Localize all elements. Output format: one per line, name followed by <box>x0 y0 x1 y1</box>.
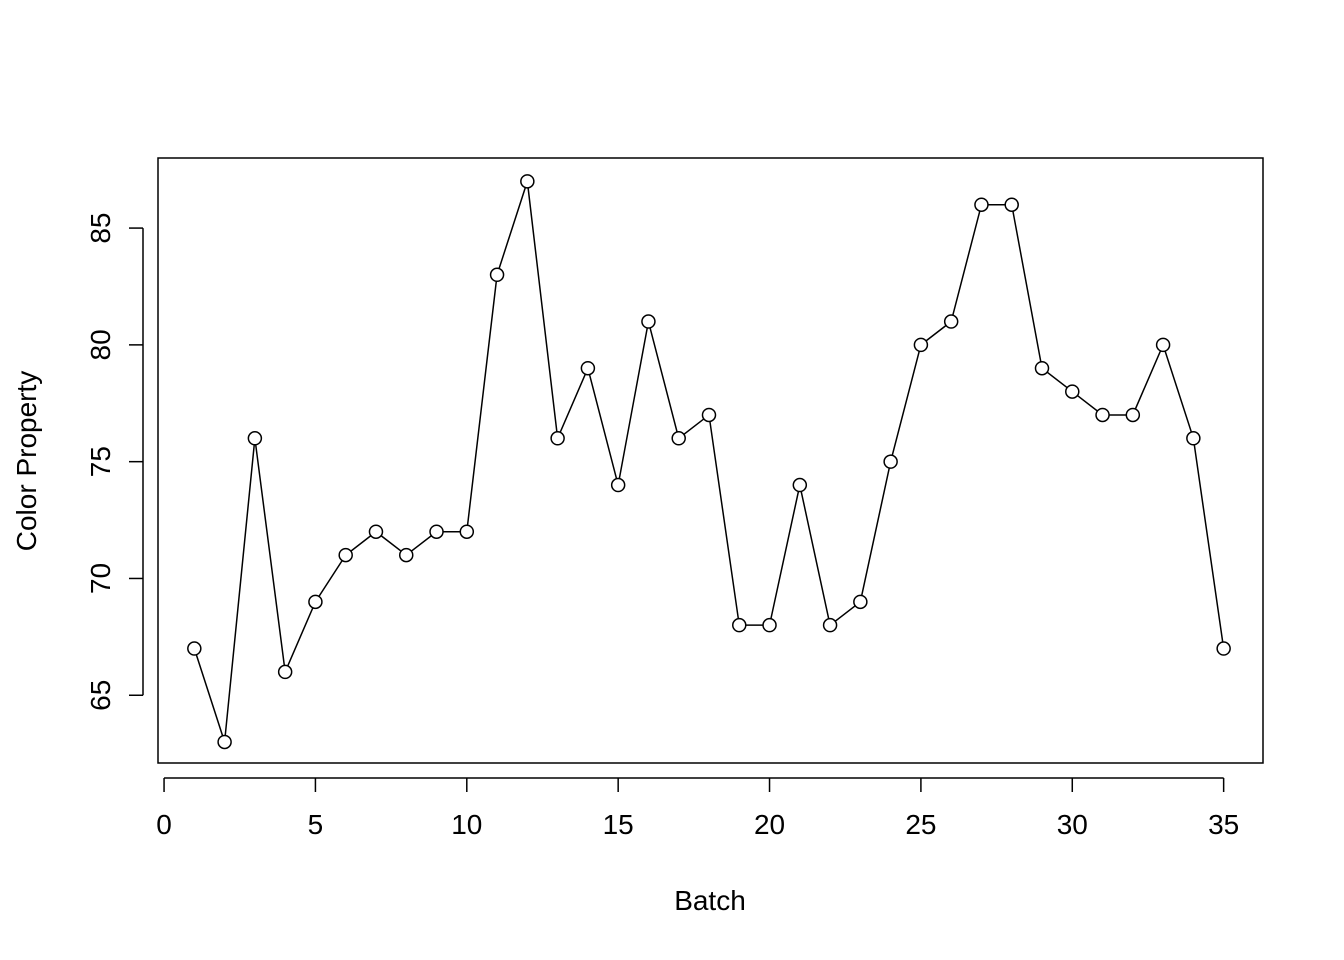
data-point <box>217 734 232 750</box>
data-point <box>792 477 808 493</box>
data-point <box>641 314 656 329</box>
x-tick-label: 25 <box>905 809 936 840</box>
data-point <box>398 547 414 563</box>
data-point <box>913 337 929 353</box>
x-tick-label: 10 <box>451 809 482 840</box>
y-axis-label: Color Property <box>11 371 42 552</box>
data-point <box>338 547 353 563</box>
x-tick-label: 0 <box>156 809 172 840</box>
plot-frame <box>157 157 1264 764</box>
data-point <box>277 664 293 680</box>
data-point <box>853 594 868 610</box>
data-point <box>1004 197 1019 212</box>
data-point <box>247 431 263 446</box>
data-point <box>459 524 475 539</box>
x-tick-label: 20 <box>754 809 785 840</box>
data-point <box>610 477 626 493</box>
x-tick-label: 30 <box>1057 809 1088 840</box>
x-tick-label: 15 <box>603 809 634 840</box>
y-tick-label: 75 <box>85 446 116 477</box>
data-point <box>762 617 777 633</box>
y-axis: 65 70 75 80 85 <box>85 212 144 711</box>
y-tick-label: 85 <box>85 212 116 243</box>
data-point <box>489 267 505 283</box>
series-line <box>193 181 1225 743</box>
data-point <box>732 617 747 633</box>
data-point <box>187 641 202 656</box>
data-point <box>429 524 444 539</box>
data-point <box>1125 407 1141 423</box>
data-point <box>943 314 959 329</box>
data-point <box>822 617 838 633</box>
y-tick-label: 80 <box>85 329 116 360</box>
x-tick-label: 35 <box>1208 809 1239 840</box>
data-point <box>1186 431 1201 446</box>
data-point <box>308 594 323 610</box>
data-point <box>1065 384 1080 399</box>
data-points <box>187 174 1231 750</box>
y-tick-label: 65 <box>85 680 116 711</box>
data-point <box>671 431 686 446</box>
data-point <box>1095 407 1110 423</box>
data-point <box>368 524 384 539</box>
data-point <box>550 431 565 446</box>
data-point <box>701 407 717 423</box>
data-point <box>1155 337 1171 353</box>
y-tick-label: 70 <box>85 563 116 594</box>
x-axis-label: Batch <box>674 885 746 916</box>
data-point <box>1216 641 1231 656</box>
x-tick-label: 5 <box>308 809 324 840</box>
x-axis: 0 5 10 15 20 25 30 35 <box>156 777 1239 840</box>
data-point <box>520 174 535 189</box>
data-point <box>580 360 596 376</box>
data-point <box>1034 360 1050 376</box>
data-point <box>974 197 989 212</box>
data-point <box>883 454 898 469</box>
